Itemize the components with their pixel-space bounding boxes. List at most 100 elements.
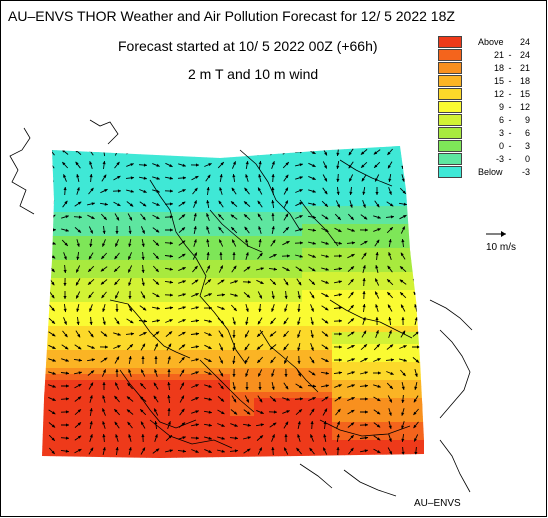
temperature-cell	[140, 404, 147, 411]
wind-arrow-head	[207, 265, 210, 269]
temperature-cell	[194, 158, 201, 165]
wind-arrow-head	[208, 163, 212, 167]
temperature-cell	[356, 236, 363, 243]
temperature-cell	[188, 440, 195, 447]
temperature-cell	[80, 446, 87, 453]
temperature-cell	[386, 212, 393, 219]
temperature-cell	[290, 392, 297, 399]
temperature-cell	[290, 248, 297, 255]
temperature-cell	[380, 296, 387, 303]
temperature-cell	[104, 230, 111, 237]
temperature-cell	[290, 332, 297, 339]
wind-arrow-head	[231, 227, 235, 231]
temperature-cell	[254, 320, 261, 327]
wind-arrow-head	[169, 215, 173, 219]
temperature-cell	[116, 176, 123, 183]
wind-arrow-head	[338, 241, 342, 245]
temperature-cell	[350, 242, 357, 249]
temperature-cell	[200, 278, 207, 285]
wind-arrow-head	[114, 409, 118, 413]
temperature-cell	[266, 434, 273, 441]
temperature-cell	[368, 152, 375, 159]
temperature-cell	[404, 326, 411, 333]
temperature-cell	[314, 380, 321, 387]
wind-arrow-head	[310, 308, 314, 312]
wind-arrow-head	[375, 278, 378, 282]
temperature-cell	[368, 206, 375, 213]
wind-arrow-head	[77, 409, 81, 413]
temperature-cell	[110, 254, 117, 261]
temperature-cell	[224, 278, 231, 285]
wind-arrow-head	[271, 213, 275, 217]
temperature-cell	[116, 200, 123, 207]
temperature-cell	[350, 344, 357, 351]
wind-arrow-head	[399, 279, 404, 283]
temperature-cell	[392, 242, 399, 249]
wind-arrow-head	[126, 396, 131, 400]
temperature-cell	[98, 218, 105, 225]
temperature-cell	[356, 386, 363, 393]
temperature-cell	[302, 338, 309, 345]
temperature-cell	[152, 404, 159, 411]
temperature-cell	[164, 314, 171, 321]
temperature-cell	[182, 332, 189, 339]
wind-arrow-head	[402, 372, 406, 376]
temperature-cell	[284, 332, 291, 339]
wind-arrow-head	[52, 228, 56, 232]
temperature-cell	[62, 362, 69, 369]
temperature-cell	[176, 338, 183, 345]
temperature-cell	[350, 416, 357, 423]
wind-arrow-head	[143, 176, 147, 180]
temperature-cell	[284, 416, 291, 423]
wind-arrow-head	[52, 358, 56, 362]
temperature-cell	[320, 314, 327, 321]
wind-arrow-head	[117, 176, 121, 179]
wind-arrow-head	[232, 239, 235, 243]
temperature-cell	[56, 356, 63, 363]
temperature-cell	[272, 242, 279, 249]
temperature-cell	[212, 350, 219, 357]
temperature-cell	[62, 368, 69, 375]
temperature-cell	[404, 422, 411, 429]
temperature-cell	[50, 176, 57, 183]
temperature-cell	[68, 332, 75, 339]
temperature-cell	[74, 338, 81, 345]
temperature-cell	[380, 398, 387, 405]
temperature-cell	[212, 374, 219, 381]
temperature-cell	[92, 356, 99, 363]
wind-arrow-head	[220, 398, 224, 402]
temperature-cell	[350, 266, 357, 273]
temperature-cell	[278, 434, 285, 441]
wind-arrow-head	[127, 383, 131, 387]
temperature-cell	[158, 332, 165, 339]
temperature-cell	[302, 278, 309, 285]
wind-arrow-head	[324, 320, 329, 324]
temperature-cell	[254, 362, 261, 369]
temperature-cell	[98, 236, 105, 243]
temperature-cell	[278, 410, 285, 417]
wind-arrow-head	[182, 332, 186, 335]
temperature-cell	[134, 422, 141, 429]
temperature-cell	[338, 440, 345, 447]
temperature-cell	[296, 290, 303, 297]
temperature-cell	[302, 260, 309, 267]
temperature-cell	[74, 428, 81, 435]
temperature-cell	[296, 182, 303, 189]
temperature-cell	[404, 248, 411, 255]
temperature-cell	[122, 428, 129, 435]
wind-arrow-head	[126, 409, 131, 413]
temperature-cell	[344, 248, 351, 255]
temperature-cell	[68, 260, 75, 267]
temperature-cell	[194, 194, 201, 201]
temperature-cell	[374, 428, 381, 435]
temperature-cell	[332, 200, 339, 207]
temperature-cell	[320, 362, 327, 369]
temperature-cell	[290, 320, 297, 327]
temperature-cell	[326, 374, 333, 381]
temperature-cell	[338, 284, 345, 291]
temperature-cell	[368, 284, 375, 291]
temperature-cell	[170, 236, 177, 243]
temperature-cell	[194, 302, 201, 309]
wind-arrow-head	[51, 307, 55, 312]
temperature-cell	[392, 188, 399, 195]
